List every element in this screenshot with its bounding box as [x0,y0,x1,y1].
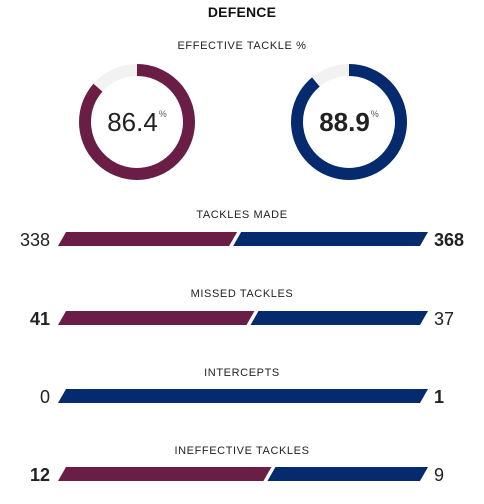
intercepts-away-value: 1 [434,387,445,407]
away-donut-arc [291,64,407,180]
away-percent-sign: % [370,109,379,119]
missed-tackles-home-bar [58,311,255,325]
intercepts-label: INTERCEPTS [204,367,280,379]
tackles-made-away-value: 368 [434,230,465,250]
missed-tackles-label: MISSED TACKLES [190,288,294,300]
home-donut-arc [79,64,195,180]
ineffective-tackles-bar [58,467,428,481]
home-effective-tackle-donut: 86.4 % [77,62,197,182]
away-effective-tackle-value: 88.9 [319,106,370,137]
tackles-made-home-bar [58,232,238,246]
missed-tackles-away-bar [250,311,428,325]
ineffective-tackles-away-value: 9 [434,465,445,485]
missed-tackles-home-value: 41 [29,309,50,329]
home-percent-sign: % [158,109,167,119]
away-effective-tackle-donut: 88.9 % [289,62,409,182]
tackles-made-away-bar [233,232,428,246]
section-title: DEFENCE [207,4,277,20]
ineffective-tackles-away-bar [267,467,428,481]
missed-tackles-bar [58,311,428,325]
tackles-made-label: TACKLES MADE [196,209,288,221]
ineffective-tackles-label: INEFFECTIVE TACKLES [174,445,310,457]
intercepts-home-value: 0 [39,387,50,407]
ineffective-tackles-home-value: 12 [29,465,50,485]
missed-tackles-away-value: 37 [434,309,455,329]
tackles-made-bar [58,232,428,246]
tackles-made-home-value: 338 [19,230,50,250]
away-donut-chart [291,64,407,180]
home-effective-tackle-value: 86.4 [107,106,158,137]
intercepts-away-bar [58,389,428,403]
intercepts-bar [58,389,428,403]
effective-tackle-label: EFFECTIVE TACKLE % [177,40,307,52]
home-donut-chart [79,64,195,180]
ineffective-tackles-home-bar [58,467,272,481]
